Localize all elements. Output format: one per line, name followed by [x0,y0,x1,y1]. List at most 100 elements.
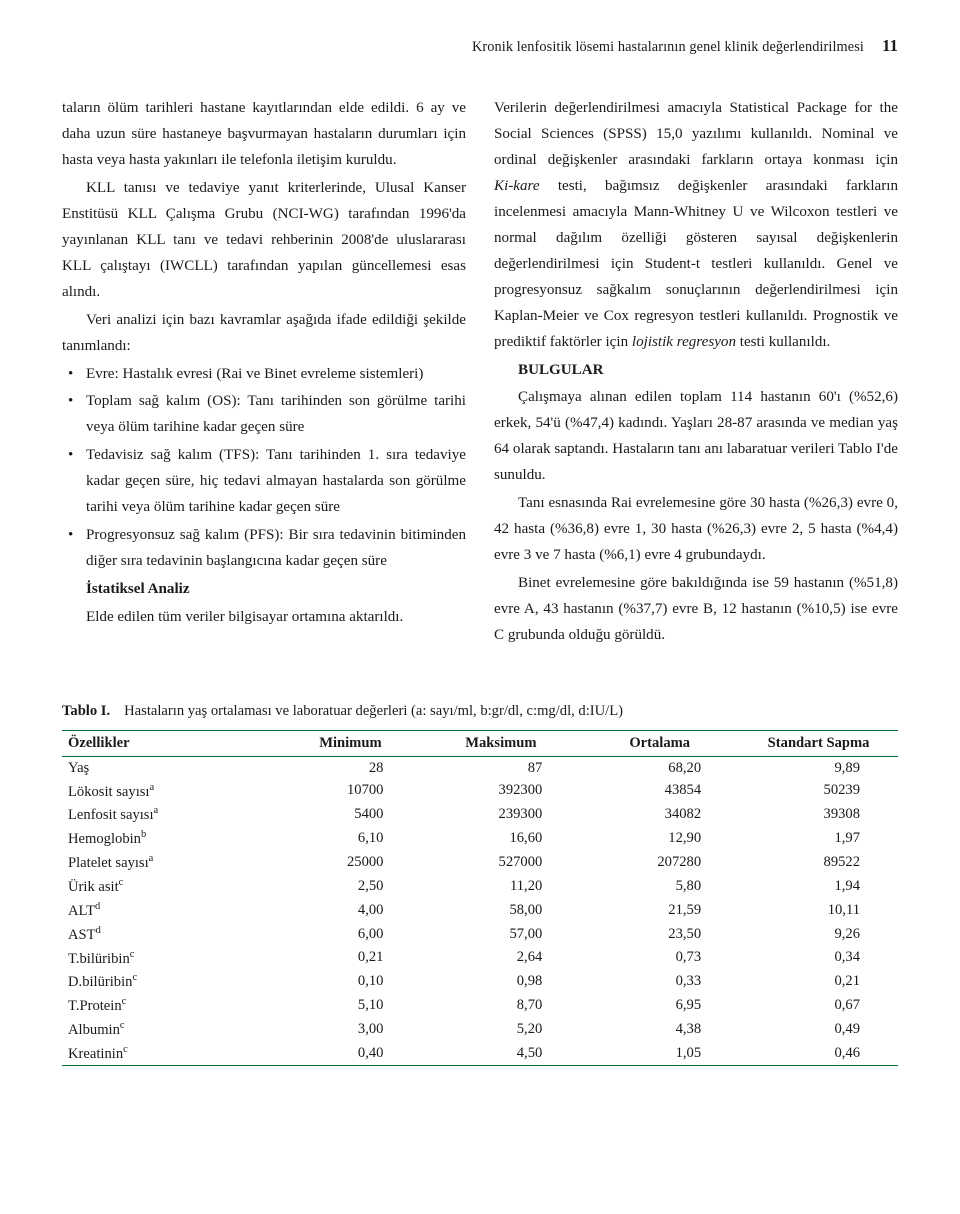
journal-page: Kronik lenfositik lösemi hastalarının ge… [0,0,960,1108]
table-row: T.Proteinc5,108,706,950,67 [62,994,898,1018]
table-cell: 11,20 [421,874,580,898]
footnote-marker: c [123,1044,128,1055]
table-cell: 89522 [739,851,898,875]
table-cell: 0,98 [421,970,580,994]
table-cell: 68,20 [580,757,739,780]
row-label: ASTd [62,922,279,946]
table-cell: 16,60 [421,827,580,851]
row-label: Lökosit sayısıa [62,779,279,803]
table-cell: 0,10 [279,970,421,994]
footnote-marker: c [130,949,135,960]
table-row: Ürik asitc2,5011,205,801,94 [62,874,898,898]
table-cell: 239300 [421,803,580,827]
table-row: Kreatininc0,404,501,050,46 [62,1041,898,1065]
footnote-marker: a [149,782,154,793]
table-cell: 1,97 [739,827,898,851]
table-cell: 6,00 [279,922,421,946]
bullet-item: Evre: Hastalık evresi (Rai ve Binet evre… [62,362,466,388]
row-label: D.bilüribinc [62,970,279,994]
bullet-item: Progresyonsuz sağ kalım (PFS): Bir sıra … [62,523,466,575]
running-head-title: Kronik lenfositik lösemi hastalarının ge… [472,39,864,56]
row-label: Yaş [62,757,279,780]
paragraph: taların ölüm tarihleri hastane kayıtları… [62,96,466,174]
table-row: Albuminc3,005,204,380,49 [62,1018,898,1042]
table-label: Tablo I. [62,703,110,719]
row-label: ALTd [62,898,279,922]
table-column-header: Standart Sapma [739,731,898,757]
paragraph: Verilerin değerlendirilmesi amacıyla Sta… [494,96,898,356]
paragraph: Veri analizi için bazı kavramlar aşağıda… [62,308,466,360]
table-cell: 34082 [580,803,739,827]
footnote-marker: a [149,853,154,864]
table-cell: 4,50 [421,1041,580,1065]
text-run: Verilerin değerlendirilmesi amacıyla Sta… [494,100,898,168]
body-text-two-column: taların ölüm tarihleri hastane kayıtları… [62,96,898,649]
table-cell: 10700 [279,779,421,803]
table-caption-text: Hastaların yaş ortalaması ve laboratuar … [124,703,623,719]
table-cell: 39308 [739,803,898,827]
table-cell: 4,38 [580,1018,739,1042]
table-cell: 5,20 [421,1018,580,1042]
italic-term: Ki‑kare [494,178,540,194]
subheading-statistical-analysis: İstatiksel Analiz [62,577,466,603]
table-cell: 23,50 [580,922,739,946]
row-label: Hemoglobinb [62,827,279,851]
paragraph: Tanı esnasında Rai evrelemesine göre 30 … [494,491,898,569]
footnote-marker: a [154,805,159,816]
italic-term: lojistik regresyon [632,334,736,350]
table-cell: 2,50 [279,874,421,898]
table-row: Platelet sayısıa2500052700020728089522 [62,851,898,875]
table-cell: 5,80 [580,874,739,898]
table-row: ASTd6,0057,0023,509,26 [62,922,898,946]
section-heading-results: BULGULAR [494,358,898,384]
table-cell: 527000 [421,851,580,875]
table-column-header: Minimum [279,731,421,757]
table-cell: 5,10 [279,994,421,1018]
table-cell: 12,90 [580,827,739,851]
table-cell: 1,94 [739,874,898,898]
table-cell: 57,00 [421,922,580,946]
footnote-marker: c [119,877,124,888]
table-cell: 0,33 [580,970,739,994]
table-cell: 21,59 [580,898,739,922]
running-head-page-number: 11 [882,36,898,56]
table-block: Tablo I. Hastaların yaş ortalaması ve lab… [62,703,898,1066]
footnote-marker: b [141,829,146,840]
table-row: Lenfosit sayısıa54002393003408239308 [62,803,898,827]
table-row: Lökosit sayısıa107003923004385450239 [62,779,898,803]
bullet-item: Toplam sağ kalım (OS): Tanı tarihinden s… [62,389,466,441]
table-cell: 43854 [580,779,739,803]
row-label: T.bilüribinc [62,946,279,970]
table-cell: 0,21 [739,970,898,994]
table-cell: 0,40 [279,1041,421,1065]
table-row: Hemoglobinb6,1016,6012,901,97 [62,827,898,851]
footnote-marker: c [120,1020,125,1031]
table-cell: 58,00 [421,898,580,922]
table-cell: 2,64 [421,946,580,970]
paragraph: KLL tanısı ve tedaviye yanıt kriterlerin… [62,176,466,306]
table-cell: 392300 [421,779,580,803]
table-row: D.bilüribinc0,100,980,330,21 [62,970,898,994]
row-label: Kreatininc [62,1041,279,1065]
row-label: Ürik asitc [62,874,279,898]
table-cell: 9,26 [739,922,898,946]
table-body: Yaş288768,209,89Lökosit sayısıa107003923… [62,757,898,1066]
table-column-header: Özellikler [62,731,279,757]
table-cell: 207280 [580,851,739,875]
table-cell: 0,49 [739,1018,898,1042]
footnote-marker: d [96,925,101,936]
text-run: testi, bağımsız değişkenler arasındaki f… [494,178,898,350]
table-cell: 28 [279,757,421,780]
table-cell: 0,73 [580,946,739,970]
row-label: T.Proteinc [62,994,279,1018]
footnote-marker: c [132,972,137,983]
paragraph: Elde edilen tüm veriler bilgisayar ortam… [62,605,466,631]
table-column-header: Ortalama [580,731,739,757]
table-cell: 8,70 [421,994,580,1018]
running-head: Kronik lenfositik lösemi hastalarının ge… [62,36,898,56]
footnote-marker: d [95,901,100,912]
data-table: ÖzelliklerMinimumMaksimumOrtalamaStandar… [62,730,898,1066]
footnote-marker: c [122,996,127,1007]
table-cell: 50239 [739,779,898,803]
table-cell: 0,67 [739,994,898,1018]
